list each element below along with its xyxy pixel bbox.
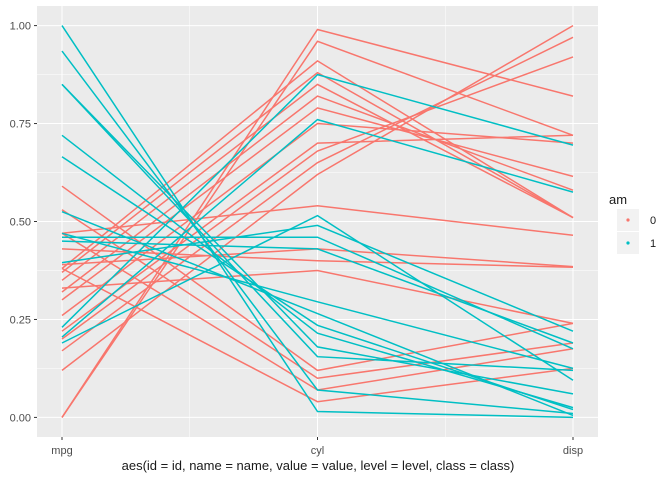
y-tick-label: 0.25 (10, 314, 31, 326)
x-tick-label-mpg: mpg (51, 445, 72, 457)
legend: am 01 (609, 192, 656, 254)
series-line-am-1 (61, 118, 574, 338)
legend-label: 0 (650, 215, 656, 227)
series-line-am-1 (61, 73, 574, 328)
series-line-am-0 (61, 71, 574, 273)
series-line-am-0 (61, 107, 574, 301)
legend-item-0: 0 (617, 209, 656, 231)
y-tick-label: 1.00 (10, 21, 31, 33)
series-line-am-0 (61, 134, 574, 332)
x-tick-label-disp: disp (563, 445, 583, 457)
series-line-am-0 (61, 248, 574, 269)
series-line-am-1 (61, 83, 574, 395)
legend-item-1: 1 (617, 232, 656, 254)
series-line-am-1 (61, 83, 574, 372)
legend-key-dot (626, 241, 630, 245)
legend-key-dot (626, 218, 630, 222)
series-line-am-0 (61, 95, 574, 293)
series-line-am-0 (61, 83, 574, 281)
x-tick-label-cyl: cyl (311, 445, 324, 457)
y-tick-label: 0.00 (10, 412, 31, 424)
series-line-am-0 (61, 209, 574, 379)
series-line-am-1 (61, 211, 574, 417)
y-tick-label: 0.50 (10, 217, 31, 229)
series-line-am-0 (61, 56, 574, 340)
series-line-am-0 (61, 122, 574, 317)
series-line-am-0 (61, 59, 574, 270)
y-axis: 0.00 0.25 0.50 0.75 1.00 (10, 21, 37, 424)
series-line-am-1 (61, 224, 574, 332)
series-line-am-0 (61, 269, 574, 325)
y-tick-label: 0.75 (10, 119, 31, 131)
legend-items: 01 (617, 209, 656, 254)
legend-title: am (609, 192, 627, 207)
series-line-am-1 (61, 50, 574, 415)
series-lines (61, 24, 574, 419)
series-line-am-0 (61, 185, 574, 372)
series-line-am-0 (61, 24, 574, 371)
series-line-am-0 (61, 40, 574, 418)
x-axis: mpg cyl disp (51, 437, 583, 457)
series-line-am-0 (61, 36, 574, 352)
legend-label: 1 (650, 238, 656, 250)
series-line-am-1 (61, 214, 574, 381)
series-line-am-1 (61, 232, 574, 370)
series-line-am-1 (61, 25, 574, 419)
series-line-am-1 (61, 134, 574, 409)
x-axis-title: aes(id = id, name = name, value = value,… (122, 458, 515, 473)
series-line-am-0 (61, 205, 574, 236)
series-line-am-0 (61, 267, 574, 403)
